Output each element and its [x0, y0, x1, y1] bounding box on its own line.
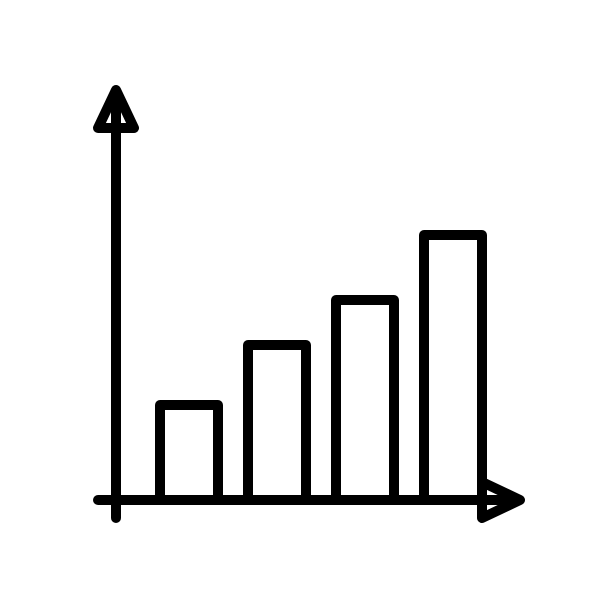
- bar-chart-icon: [0, 0, 600, 598]
